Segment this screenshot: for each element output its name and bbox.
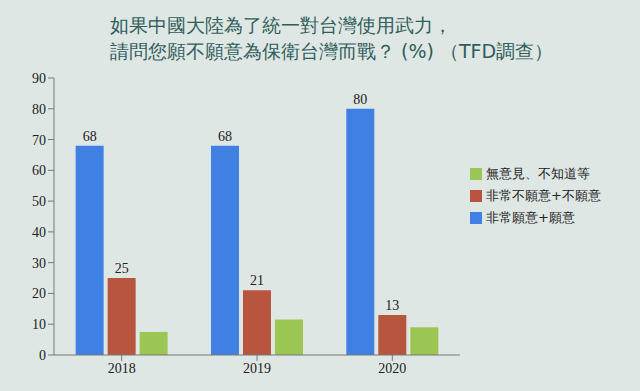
svg-text:20: 20	[32, 286, 46, 301]
svg-text:2019: 2019	[243, 361, 271, 376]
svg-text:50: 50	[32, 194, 46, 209]
svg-text:80: 80	[32, 102, 46, 117]
svg-text:68: 68	[83, 129, 97, 144]
html-text:非常願意+願意: 非常願意+願意	[486, 209, 575, 225]
html-text:如果中國大陸為了統一對台灣使用武力， 請問您願不願意為保衛台: 如果中國大陸為了統一對台灣使用武力， 請問您願不願意為保衛台灣而戰？ (%) （…	[110, 14, 554, 62]
svg-text:40: 40	[32, 225, 46, 240]
svg-text:2018: 2018	[108, 361, 136, 376]
svg-text:25: 25	[115, 261, 129, 276]
html-text:非常不願意+不願意: 非常不願意+不願意	[486, 187, 601, 203]
svg-text:21: 21	[250, 273, 264, 288]
svg-text:0: 0	[39, 348, 46, 363]
svg-text:70: 70	[32, 133, 46, 148]
svg-text:90: 90	[32, 71, 46, 86]
html-text:無意見、不知道等: 無意見、不知道等	[486, 165, 590, 181]
svg-text:30: 30	[32, 256, 46, 271]
svg-text:2020: 2020	[378, 361, 406, 376]
svg-text:10: 10	[32, 317, 46, 332]
svg-text:13: 13	[385, 298, 399, 313]
svg-text:80: 80	[353, 92, 367, 107]
svg-text:60: 60	[32, 163, 46, 178]
svg-text:68: 68	[218, 129, 232, 144]
